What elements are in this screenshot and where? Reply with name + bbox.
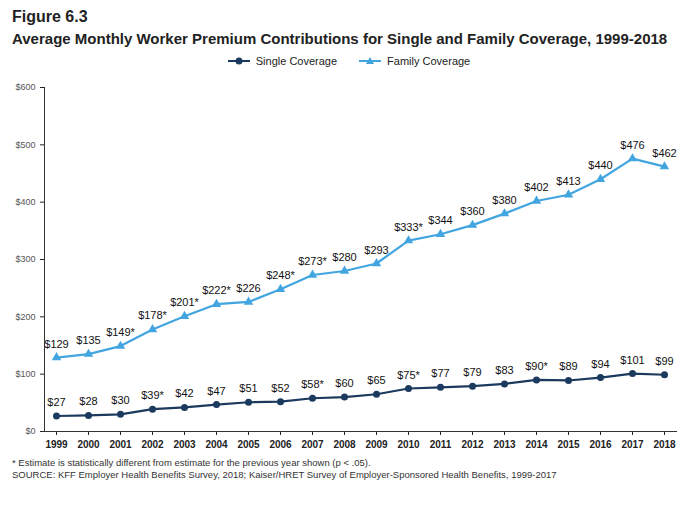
svg-text:$222*: $222*	[202, 284, 231, 296]
svg-text:$300: $300	[15, 254, 35, 264]
svg-text:$94: $94	[591, 358, 609, 370]
svg-text:$149*: $149*	[106, 326, 135, 338]
svg-text:2000: 2000	[77, 439, 100, 450]
svg-text:$402: $402	[524, 181, 548, 193]
html-text:Figure 6.3: Figure 6.3	[12, 8, 88, 25]
svg-text:$400: $400	[15, 197, 35, 207]
svg-text:$75*: $75*	[397, 369, 420, 381]
svg-text:2017: 2017	[621, 439, 644, 450]
svg-text:$280: $280	[332, 251, 356, 263]
svg-text:2014: 2014	[525, 439, 548, 450]
svg-text:$200: $200	[15, 312, 35, 322]
svg-text:$178*: $178*	[138, 309, 167, 321]
svg-text:2005: 2005	[237, 439, 260, 450]
svg-text:$28: $28	[79, 395, 97, 407]
html-text:Family Coverage: Family Coverage	[387, 55, 471, 67]
svg-text:$462: $462	[652, 147, 676, 159]
svg-text:$201*: $201*	[170, 296, 199, 308]
svg-text:$248*: $248*	[266, 269, 295, 281]
svg-text:2010: 2010	[397, 439, 420, 450]
html-text:* Estimate is statistically di: * Estimate is statistically different fr…	[12, 457, 371, 468]
svg-text:$42: $42	[175, 387, 193, 399]
svg-text:$333*: $333*	[394, 221, 423, 233]
svg-text:2008: 2008	[333, 439, 356, 450]
svg-text:2011: 2011	[430, 439, 452, 450]
svg-text:2004: 2004	[205, 439, 228, 450]
svg-text:$129: $129	[44, 338, 68, 350]
svg-text:$39*: $39*	[141, 389, 164, 401]
svg-text:2006: 2006	[269, 439, 292, 450]
svg-text:$600: $600	[15, 82, 35, 92]
svg-text:$52: $52	[271, 382, 289, 394]
svg-text:$380: $380	[492, 194, 516, 206]
svg-text:$90*: $90*	[525, 360, 548, 372]
svg-text:$79: $79	[463, 366, 481, 378]
svg-text:2001: 2001	[109, 439, 132, 450]
svg-text:$413: $413	[556, 175, 580, 187]
html-text:Single Coverage: Single Coverage	[255, 55, 338, 67]
svg-text:$77: $77	[431, 367, 449, 379]
html-text:Average Monthly Worker Premium: Average Monthly Worker Premium Contribut…	[12, 30, 668, 47]
svg-text:$0: $0	[25, 426, 35, 436]
svg-text:$89: $89	[559, 360, 577, 372]
svg-text:$65: $65	[367, 374, 385, 386]
svg-text:$344: $344	[428, 214, 452, 226]
svg-text:$273*: $273*	[298, 255, 327, 267]
svg-text:2015: 2015	[557, 439, 580, 450]
svg-text:$30: $30	[111, 394, 129, 406]
svg-text:2012: 2012	[461, 439, 484, 450]
svg-text:2018: 2018	[653, 439, 676, 450]
svg-text:2003: 2003	[173, 439, 196, 450]
svg-text:$100: $100	[15, 369, 35, 379]
svg-text:2009: 2009	[365, 439, 388, 450]
svg-text:$47: $47	[207, 385, 225, 397]
svg-text:$51: $51	[239, 382, 257, 394]
svg-text:$83: $83	[495, 364, 513, 376]
svg-text:$101: $101	[620, 354, 644, 366]
svg-text:$226: $226	[236, 282, 260, 294]
svg-text:$293: $293	[364, 244, 388, 256]
svg-text:2007: 2007	[301, 439, 324, 450]
svg-text:1999: 1999	[45, 439, 68, 450]
svg-text:$58*: $58*	[301, 378, 324, 390]
svg-text:2016: 2016	[589, 439, 612, 450]
svg-text:$500: $500	[15, 140, 35, 150]
svg-text:$99: $99	[655, 355, 673, 367]
svg-text:$476: $476	[620, 139, 644, 151]
html-text:SOURCE: KFF Employer Health Be: SOURCE: KFF Employer Health Benefits Sur…	[12, 469, 557, 481]
svg-text:$440: $440	[588, 159, 612, 171]
svg-text:$360: $360	[460, 205, 484, 217]
svg-text:$27: $27	[47, 396, 65, 408]
svg-text:$135: $135	[76, 334, 100, 346]
svg-text:2002: 2002	[141, 439, 164, 450]
svg-text:$60: $60	[335, 377, 353, 389]
svg-text:2013: 2013	[493, 439, 516, 450]
